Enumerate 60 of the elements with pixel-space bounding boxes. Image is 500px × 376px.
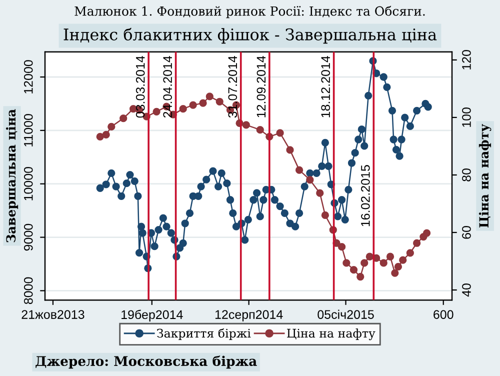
point <box>306 176 314 184</box>
y2-axis-title: Ціна на нафту <box>478 124 492 228</box>
point <box>189 101 197 109</box>
y2-tick-label: 40 <box>462 284 471 297</box>
point <box>399 256 407 264</box>
legend-label: Закриття біржі <box>157 328 251 340</box>
point <box>360 259 368 267</box>
chart-subtitle: Індекс блакитних фішок - Завершальна ціна <box>64 28 437 44</box>
y2-tick-label: 80 <box>462 168 471 182</box>
point <box>120 114 128 122</box>
point <box>242 121 250 129</box>
y2-tick-label: 120 <box>462 50 471 70</box>
point <box>380 259 388 267</box>
point <box>256 126 264 134</box>
point <box>366 252 374 260</box>
chart-title: Малюнок 1. Фондовий ринок Росії: Індекс та Обсяги. <box>74 6 425 18</box>
ref-line-label: 31.07.2014 <box>228 56 238 118</box>
point <box>356 272 364 281</box>
point <box>276 129 284 137</box>
y2-tick-label: 60 <box>462 226 471 239</box>
point <box>406 249 414 257</box>
y-tick-label: 11000 <box>24 114 33 146</box>
ref-line-label: 16.02.2015 <box>361 165 370 226</box>
point <box>316 189 324 197</box>
point <box>102 130 110 139</box>
point <box>386 252 394 260</box>
x-tick-label: 600 <box>434 310 454 319</box>
x-tick-label: 12серп2014 <box>215 310 283 322</box>
point <box>286 146 294 154</box>
y-tick-label: 10000 <box>24 166 33 200</box>
x-tick-label: 21жов2013 <box>22 310 84 319</box>
point <box>391 269 399 277</box>
point <box>108 122 116 130</box>
ref-line-label: 24.04.2014 <box>163 56 172 118</box>
point <box>412 239 421 247</box>
ref-line-label: 18.12.2014 <box>321 56 330 118</box>
point <box>350 266 358 274</box>
point <box>152 108 160 116</box>
ref-line-label: 12.09.2014 <box>256 56 266 118</box>
point <box>96 132 104 141</box>
point <box>321 211 330 220</box>
y-tick-label: 12000 <box>24 60 33 94</box>
point <box>342 259 350 267</box>
y2-tick-label: 100 <box>462 108 471 127</box>
point <box>394 262 402 271</box>
point <box>338 243 346 251</box>
point <box>179 105 187 113</box>
point <box>295 166 304 174</box>
point <box>199 99 207 107</box>
legend-label: Ціна на нафту <box>287 328 376 340</box>
x-tick-label: 19бер2014 <box>122 310 183 322</box>
y-axis-title: Завершальна ціна <box>6 109 18 242</box>
point <box>422 229 431 237</box>
point <box>216 98 224 106</box>
x-tick-label: 05січ2015 <box>318 310 374 319</box>
ref-line-label: 03.03.2014 <box>136 56 145 118</box>
y-tick-label: 9000 <box>24 224 33 251</box>
point <box>206 92 214 100</box>
text: Джерело: Московська біржа <box>36 356 257 369</box>
y-tick-label: 8000 <box>24 277 33 304</box>
